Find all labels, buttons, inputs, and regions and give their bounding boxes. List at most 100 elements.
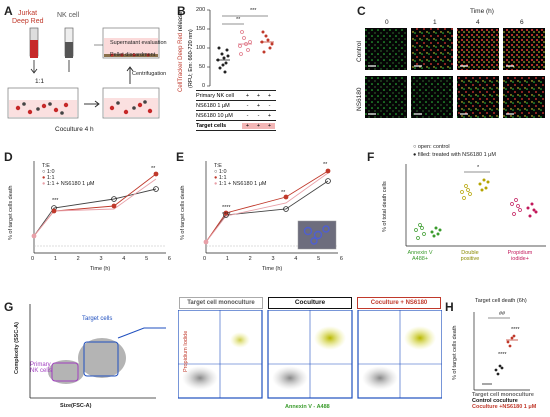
legend-item: ● 1:1 [42,175,55,181]
panel-b-ytick-150: 150 [196,26,206,32]
legend-item: ○ 1:0 [42,169,55,175]
row-label: NS6180 10 μM [196,112,233,119]
panel-e-sig-3: ** [281,190,286,196]
panel-e-sig-4: ** [323,162,328,168]
panel-d-label: D [4,150,13,164]
row-label-ns6180: NS6180 [356,87,363,112]
panel-b-table: Primary NK cell + + + NS6180 1 μM - + - … [196,90,276,131]
group-pi: Propidium iodide+ [507,250,533,262]
panel-f-label: F [367,150,375,164]
panel-e-legend: T:E ○ 1:0 ● 1:1 ● 1:1 + NS6180 1 μM [214,163,267,187]
pellet-label: Pellet discardment [110,52,156,58]
coculture-label: Coculture 4 h [55,126,94,133]
panel-f-sig: * [477,165,480,171]
row-val: - [257,112,260,119]
time-1: 1 [433,19,437,26]
panel-b-label: B [177,4,186,18]
row-label: Target cells [196,122,227,129]
time-0: 0 [385,19,389,26]
group-double: Double positive [460,250,480,262]
jurkat-label-line1: Jurkat [18,10,38,17]
legend-mono: Target cell monoculture [472,392,534,398]
pi-axis-label: Propidium Iodide [183,330,189,372]
panel-h-sig-1: **** [498,352,507,358]
nk-cells-label: Primary NK cells [30,362,53,374]
panel-f-legend-filled: ● filled: treated with NS6180 1 μM [413,152,496,158]
row-val: + [245,92,250,99]
panel-g-flow-plots [178,310,442,399]
panel-d-legend: T:E ○ 1:0 ● 1:1 ● 1:1 + NS6180 1 μM [42,163,95,187]
panel-f-legend-open: ○ open: control [413,144,450,150]
panel-a-diagram [7,27,160,119]
ratio-label: 1:1 [35,78,45,85]
panel-f-plot [405,164,546,247]
panel-d-sig-2: ** [151,166,156,172]
legend-ns6180: Coculture +NS6180 1 μM [472,404,537,410]
panel-g-label: G [4,300,14,314]
panel-b-ylabel-red: CellTracker Deep Red [178,32,184,92]
panel-b-ytick-200: 200 [196,7,206,13]
panel-g-gating [29,304,166,399]
legend-item: ○ 1:0 [214,169,227,175]
row-label-control: Control [356,41,363,62]
panel-b-ylabel2: (RFU; Em: 660-720 nm) [188,29,194,88]
annexin-axis-label: Annexin V - A488 [285,404,330,410]
panel-h-label: H [445,300,454,314]
panel-b-ylabel: CellTracker Deep Red release [178,12,184,93]
time-4: 4 [476,19,480,26]
gate-title-coculture: Coculture [268,297,352,309]
panel-h-ylabel: % of target cells death [452,325,458,380]
legend-control: Control coculture [472,398,518,404]
panel-e-label: E [176,150,185,164]
time-6: 6 [520,19,524,26]
panel-b-plot [207,9,274,87]
row-val: + [242,122,253,129]
panel-e-sig-1: **** [222,205,231,211]
supernatant-label: Supernatant evaluation [110,40,167,46]
panel-d-sig-1: *** [52,198,59,204]
panel-b-row-nk: Primary NK cell + + + [196,90,276,100]
legend-title: T:E [214,163,222,169]
row-val: + [256,102,261,109]
panel-e-xlabel: Time (h) [262,266,283,272]
panel-b-ylabel-black: release [178,11,184,33]
panel-a-label: A [4,4,13,18]
legend-title: T:E [42,163,50,169]
panel-g-yaxis: Complexity (SSC-A) [14,322,20,374]
panel-h-legend: Target cell monoculture Control cocultur… [472,392,536,410]
panel-b-sig-1: ** [236,17,241,23]
panel-b-ytick-0: 0 [202,83,206,89]
row-val: + [253,122,264,129]
panel-b-ytick-100: 100 [196,45,206,51]
row-val: - [246,112,249,119]
legend-item: ● 1:1 + NS6180 1 μM [214,181,267,187]
panel-b-ytick-50: 50 [199,64,206,70]
panel-b-row-ns10: NS6180 10 μM - - + [196,110,276,120]
panel-e-plot [203,161,338,254]
micrograph-grid [365,28,545,118]
row-val: - [268,102,271,109]
panel-e-sig-2: **** [222,212,231,218]
panel-g-xaxis: Size(FSC-A) [60,403,92,409]
group-annexin: Annexin V A488+ [407,250,433,262]
row-val: + [264,122,275,129]
target-cells-label: Target cells [82,316,113,322]
row-label: Primary NK cell [196,92,234,99]
panel-d-xlabel: Time (h) [90,266,111,272]
panel-h-sig-2: **** [511,327,520,333]
panel-c-label: C [357,4,366,18]
panel-h-title: Target cell death (6h) [475,298,527,304]
row-label: NS6180 1 μM [196,102,230,109]
panel-h-sig-3: ## [499,311,506,317]
centrifugation-label: Centrifugation [132,71,167,77]
panel-b-row-ns1: NS6180 1 μM - + - [196,100,276,110]
panel-f-ylabel: % of total death cells [382,181,388,232]
gate-title-monoculture: Target cell monoculture [179,297,263,309]
panel-e-ylabel: % of target cells death [180,185,186,240]
row-val: + [256,92,261,99]
panel-d-plot [31,161,166,254]
row-val: - [246,102,249,109]
row-val: + [267,112,272,119]
